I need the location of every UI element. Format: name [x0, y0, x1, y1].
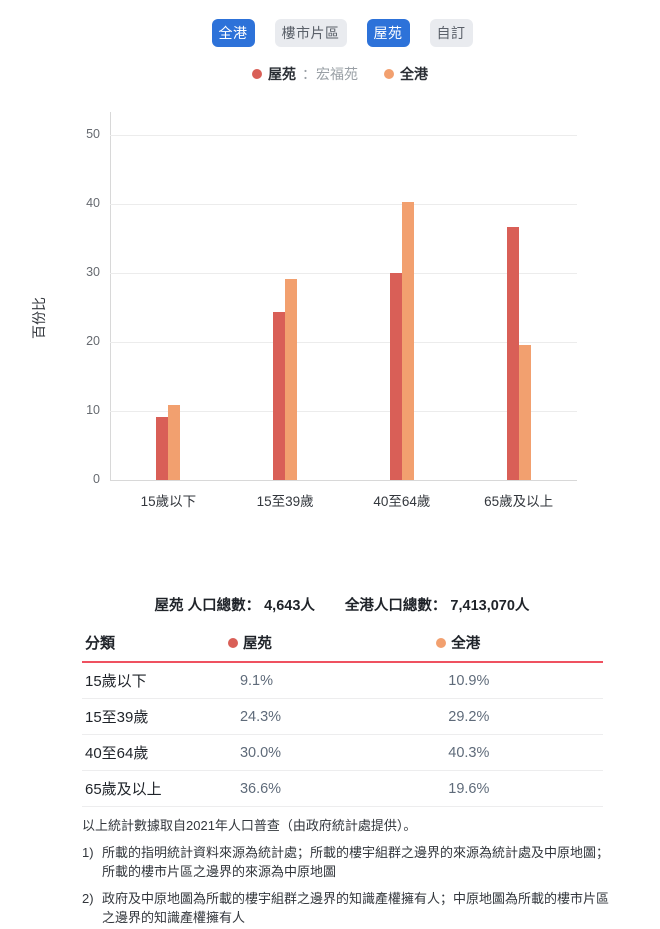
legend-overall-label: 全港 — [400, 66, 428, 82]
tab-1[interactable]: 樓市片區 — [274, 19, 347, 47]
bar-overall-1 — [285, 278, 298, 480]
legend-item-overall: 全港 — [384, 64, 428, 84]
estate-series-dot-icon — [252, 69, 262, 79]
footnote-text: 政府及中原地圖為所載的樓宇組群之邊界的知識產權擁有人；中原地圖為所載的樓市片區之… — [102, 891, 610, 925]
overall-series-dot-icon — [436, 637, 447, 648]
estate-series-dot-icon — [227, 637, 238, 648]
y-axis-title: 百份比 — [31, 297, 47, 339]
estate-total: 屋苑 人口總數： 4,643人 — [154, 598, 315, 614]
bar-overall-3 — [518, 344, 531, 480]
bar-estate-3 — [506, 227, 519, 480]
footnote-item: 1) 所載的指明統計資料來源為統計處；所載的樓宇組群之邊界的來源為統計處及中原地圖… — [82, 843, 612, 881]
x-category-label: 15至39歲 — [256, 494, 314, 509]
x-category-label: 65歲及以上 — [484, 494, 554, 509]
bar-estate-2 — [389, 273, 402, 480]
y-tick-label: 40 — [86, 196, 100, 210]
legend-item-estate: 屋苑 ：宏福苑 — [252, 64, 358, 84]
row-category: 40至64歲 — [82, 734, 224, 771]
x-axis-line — [110, 480, 577, 481]
gridline — [110, 273, 577, 274]
row-category: 15歲以下 — [82, 662, 224, 699]
age-distribution-table: 分類 屋苑 全港 15歲以下 9.1% 10.9% 15至39歲 24.3% 29.2% 4… — [82, 626, 603, 807]
x-category-label: 15歲以下 — [140, 494, 197, 509]
tab-2[interactable]: 屋苑 — [366, 19, 410, 47]
overall-series-dot-icon — [384, 69, 394, 79]
chart-legend: 屋苑 ：宏福苑 全港 — [10, 64, 660, 84]
row-overall-value: 40.3% — [432, 734, 603, 771]
y-tick-label: 0 — [93, 472, 100, 486]
overall-total: 全港人口總數： 7,413,070人 — [344, 598, 530, 614]
gridline — [110, 411, 577, 412]
row-category: 15至39歲 — [82, 698, 224, 735]
table-row: 15至39歲 24.3% 29.2% — [82, 698, 603, 735]
row-overall-value: 29.2% — [432, 698, 603, 735]
footnote-intro: 以上統計數據取自2021年人口普查（由政府統計處提供）。 — [82, 818, 417, 833]
age-distribution-bar-chart: 百份比 0 10 20 30 40 50 15歲以下 15至39歲 40至64歲 65歲及以上 — [0, 112, 660, 512]
row-estate-value: 36.6% — [223, 770, 433, 807]
footnote-item: 2) 政府及中原地圖為所載的樓宇組群之邊界的知識產權擁有人；中原地圖為所載的樓市片… — [82, 889, 612, 927]
gridline — [110, 204, 577, 205]
footnote-number: 1) — [82, 845, 94, 860]
y-tick-label: 30 — [86, 265, 100, 279]
table-row: 15歲以下 9.1% 10.9% — [82, 662, 603, 699]
row-estate-value: 30.0% — [223, 734, 433, 771]
legend-estate-label: 屋苑 — [268, 66, 296, 82]
bar-overall-2 — [401, 201, 414, 480]
table-row: 40至64歲 30.0% 40.3% — [82, 734, 603, 771]
table-row: 65歲及以上 36.6% 19.6% — [82, 770, 603, 807]
header-category: 分類 — [82, 626, 224, 663]
bar-overall-0 — [168, 404, 181, 480]
y-tick-label: 10 — [86, 403, 100, 417]
tab-3[interactable]: 自訂 — [429, 19, 473, 47]
footnotes: 以上統計數據取自2021年人口普查（由政府統計處提供）。 1) 所載的指明統計資料… — [82, 816, 612, 929]
header-estate: 屋苑 — [223, 626, 433, 663]
row-category: 65歲及以上 — [82, 770, 224, 807]
row-overall-value: 10.9% — [432, 662, 603, 699]
y-axis-line — [110, 112, 111, 480]
header-overall: 全港 — [432, 626, 603, 663]
x-category-label: 40至64歲 — [373, 494, 431, 509]
population-totals: 屋苑 人口總數： 4,643人 全港人口總數： 7,413,070人 — [12, 594, 660, 615]
bar-estate-1 — [273, 312, 286, 480]
y-tick-label: 50 — [86, 127, 100, 141]
footnote-text: 所載的指明統計資料來源為統計處；所載的樓宇組群之邊界的來源為統計處及中原地圖；所… — [102, 845, 610, 879]
row-estate-value: 9.1% — [223, 662, 433, 699]
bar-estate-0 — [156, 417, 169, 480]
scope-tabs: 全港 樓市片區 屋苑 自訂 — [12, 19, 660, 47]
legend-estate-name: ：宏福苑 — [302, 66, 358, 82]
y-tick-label: 20 — [86, 334, 100, 348]
row-estate-value: 24.3% — [223, 698, 433, 735]
tab-0[interactable]: 全港 — [211, 19, 255, 47]
table-header-row: 分類 屋苑 全港 — [82, 626, 603, 663]
gridline — [110, 342, 577, 343]
row-overall-value: 19.6% — [432, 770, 603, 807]
footnote-number: 2) — [82, 891, 94, 906]
gridline — [110, 135, 577, 136]
